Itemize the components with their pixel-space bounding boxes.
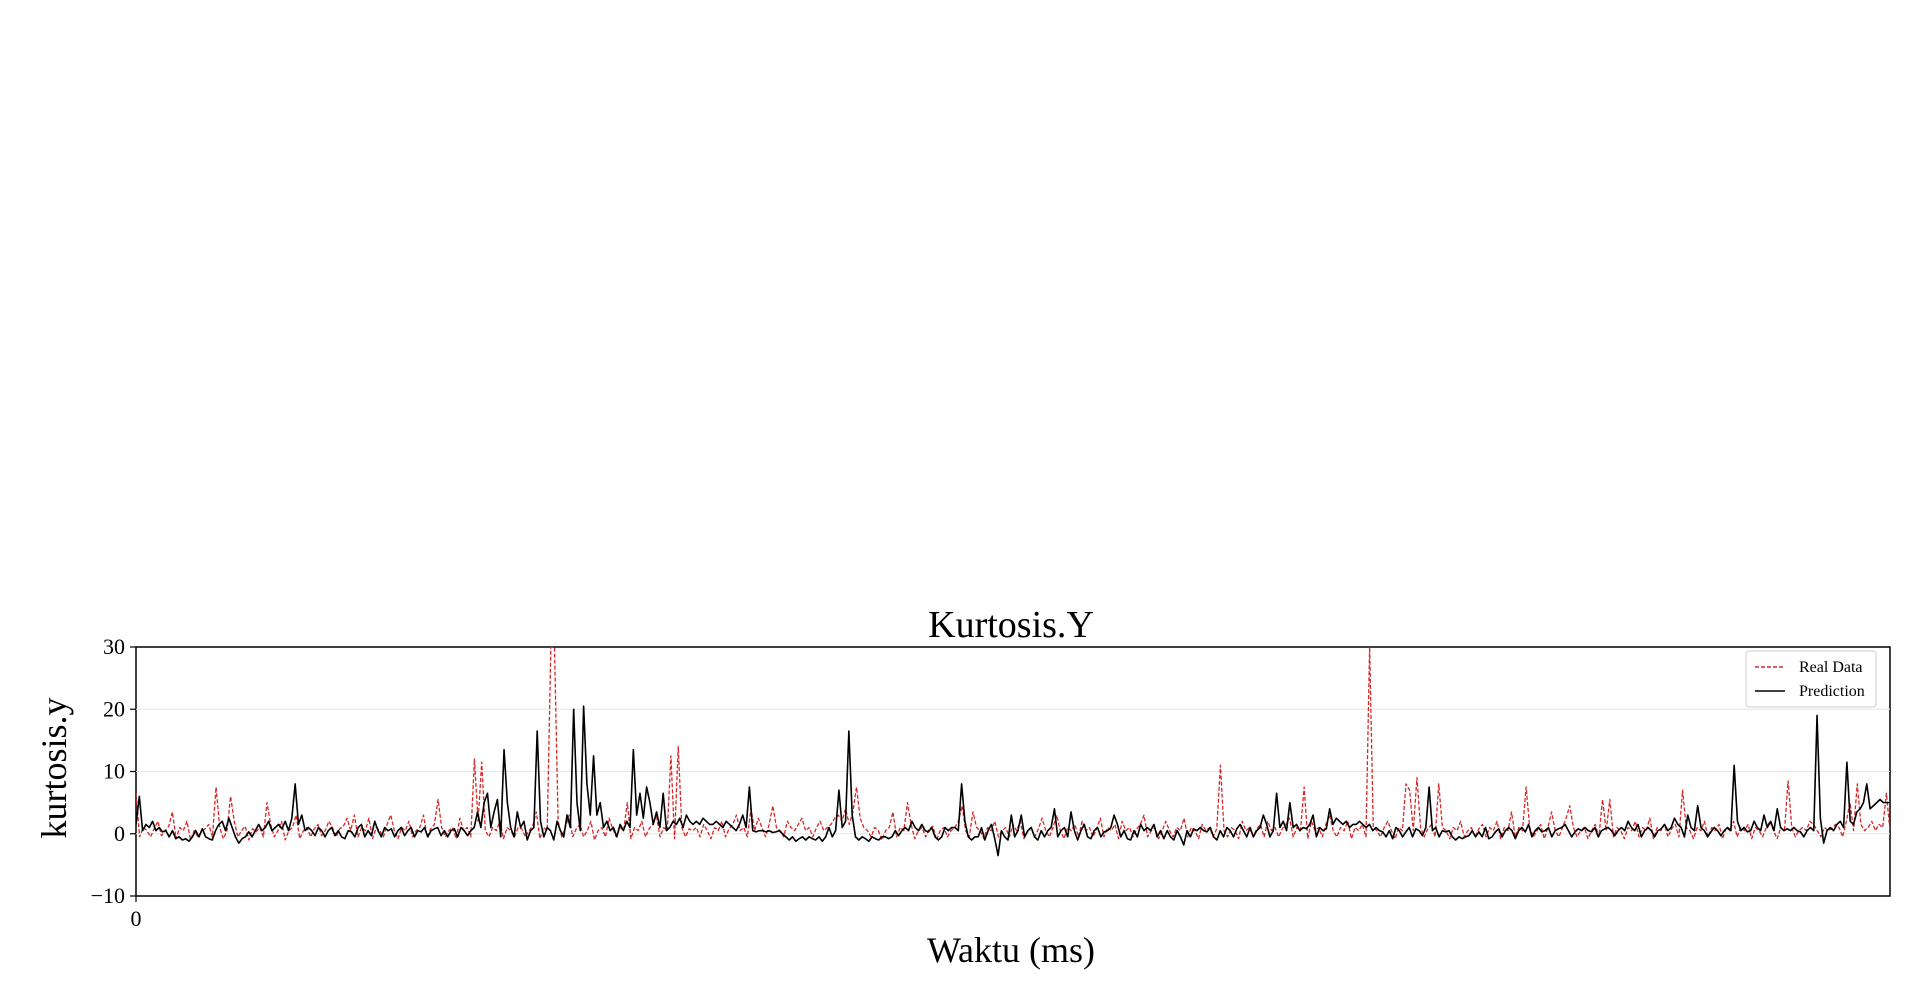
x-axis-label: Waktu (ms) xyxy=(927,930,1095,970)
y-axis-label: kurtosis.y xyxy=(34,697,74,838)
x-axis: 0 xyxy=(131,896,142,931)
legend-box xyxy=(1745,650,1877,708)
y-tick-label-3: 20 xyxy=(103,696,125,721)
y-axis: −10 0 10 20 30 xyxy=(91,634,136,908)
series-layer xyxy=(136,647,1890,857)
legend-label-real-data: Real Data xyxy=(1799,659,1863,676)
chart-title: Kurtosis.Y xyxy=(928,604,1094,646)
y-tick-label-1: 0 xyxy=(114,821,125,846)
legend: Real Data Prediction xyxy=(1745,650,1877,708)
legend-label-prediction: Prediction xyxy=(1799,683,1865,700)
series-line-prediction xyxy=(136,705,1890,857)
x-tick-label-0: 0 xyxy=(131,906,142,931)
y-tick-label-4: 30 xyxy=(103,634,125,659)
y-tick-label-2: 10 xyxy=(103,759,125,784)
y-tick-label-0: −10 xyxy=(91,883,125,908)
